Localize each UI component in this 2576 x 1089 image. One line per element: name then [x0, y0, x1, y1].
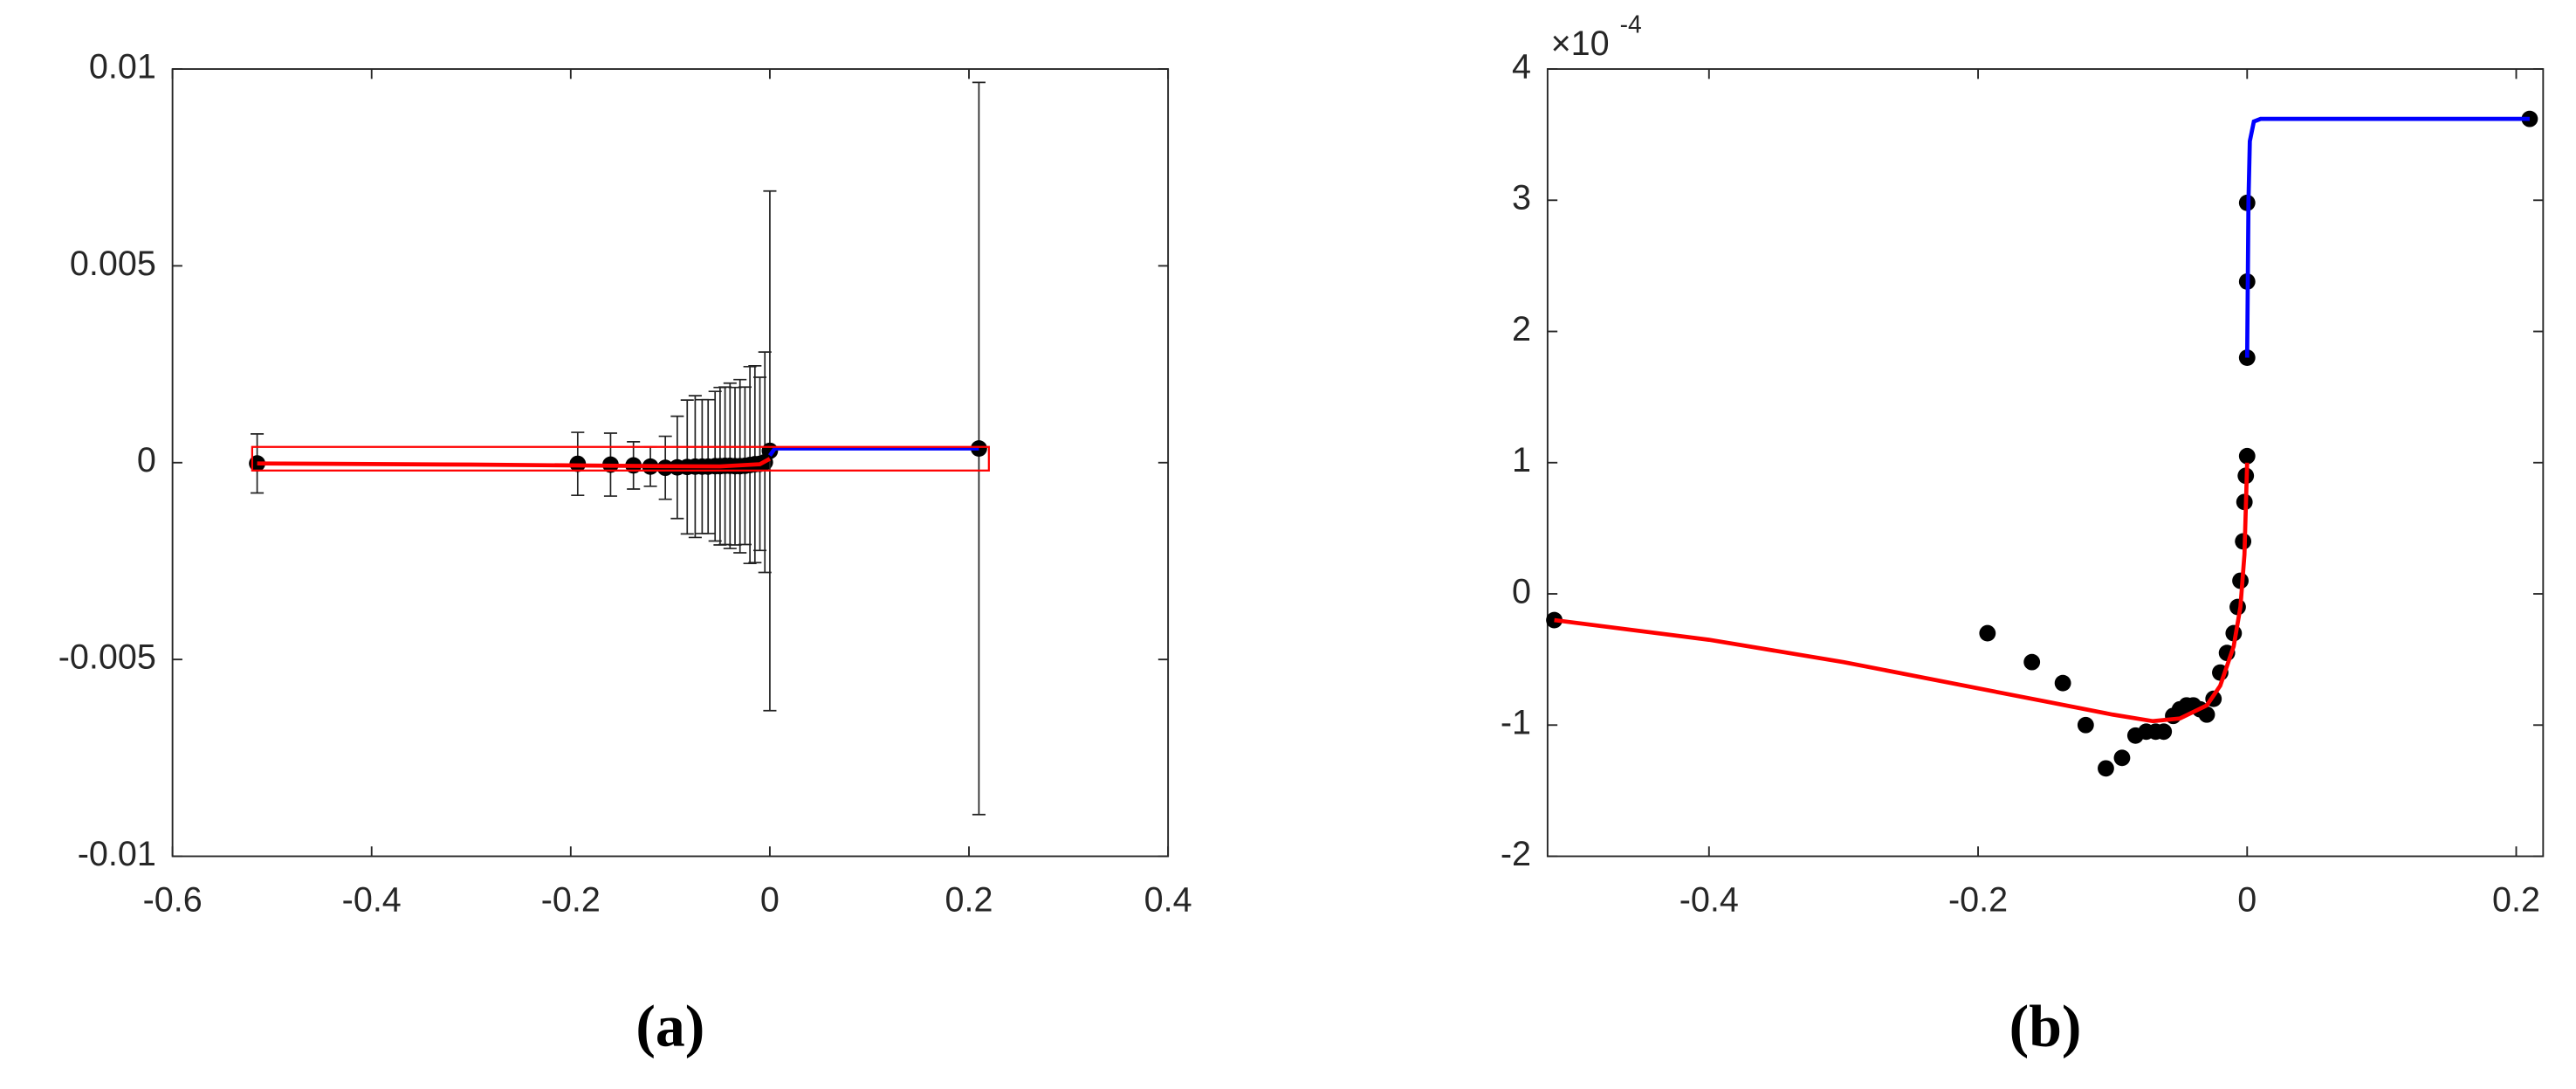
y-tick-label: -0.01	[78, 835, 156, 873]
y-multiplier: ×10	[1551, 24, 1610, 63]
y-tick-label: 0.005	[70, 245, 156, 283]
x-tick-label: -0.2	[1948, 881, 2008, 920]
point	[2155, 723, 2173, 741]
point	[2077, 716, 2094, 734]
point	[2238, 447, 2256, 465]
point	[1546, 611, 1563, 629]
y-tick-label: 0.01	[89, 47, 156, 86]
point	[2054, 674, 2071, 692]
point	[2113, 749, 2131, 767]
y-multiplier-exponent: -4	[1620, 10, 1642, 38]
x-tick-label: 0.2	[2492, 881, 2540, 920]
x-tick-label: -0.4	[342, 881, 402, 920]
fit-line	[767, 446, 979, 458]
x-tick-label: 0.4	[1144, 881, 1192, 920]
x-tick-label: 0	[2237, 881, 2257, 920]
y-tick-label: 0	[137, 441, 156, 479]
caption: (a)	[635, 993, 704, 1058]
fit-line	[1554, 462, 2250, 724]
y-tick-label: -0.005	[58, 638, 156, 677]
point	[2023, 653, 2041, 671]
y-tick-label: 1	[1512, 441, 1531, 479]
zoom-box	[251, 445, 990, 472]
fit-line	[257, 457, 772, 469]
point	[2198, 706, 2215, 723]
y-tick-label: 3	[1512, 179, 1531, 217]
y-tick-label: -1	[1501, 704, 1531, 742]
fit-line	[2244, 116, 2530, 358]
y-tick-label: 4	[1512, 47, 1531, 86]
x-tick-label: -0.4	[1680, 881, 1739, 920]
y-tick-label: 2	[1512, 310, 1531, 348]
y-tick-label: 0	[1512, 572, 1531, 610]
x-tick-label: -0.2	[541, 881, 601, 920]
point	[2098, 760, 2114, 777]
x-tick-label: -0.6	[143, 881, 203, 920]
plot-area	[1546, 68, 2545, 858]
x-tick-label: 0.2	[945, 881, 993, 920]
y-tick-label: -2	[1501, 835, 1531, 873]
x-tick-label: 0	[760, 881, 780, 920]
point	[1979, 624, 1996, 642]
caption: (b)	[2009, 993, 2082, 1058]
